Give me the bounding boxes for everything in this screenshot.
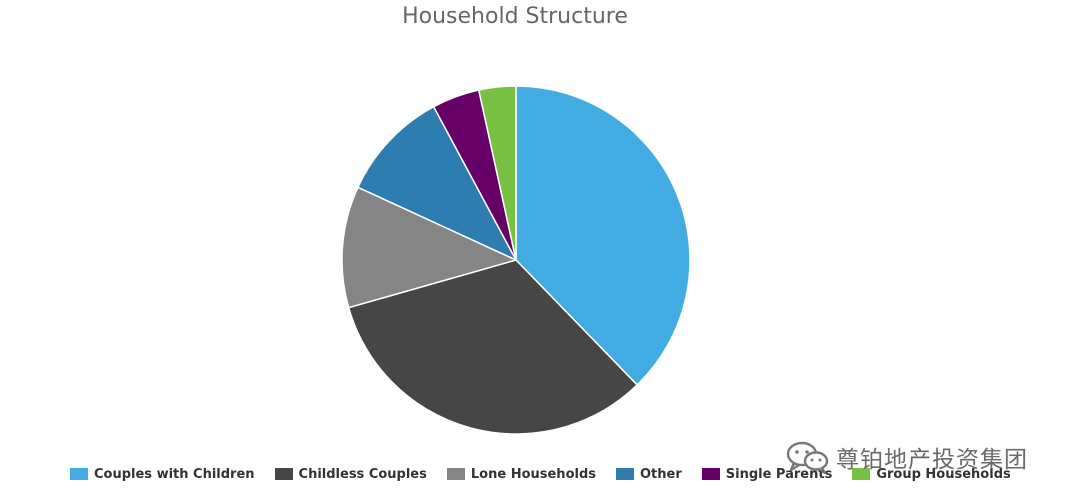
pie-slices [341,85,691,435]
legend-label: Group Households [876,466,1011,482]
legend-item-lone-households[interactable]: Lone Households [446,466,596,482]
legend-swatch [446,468,465,480]
legend-swatch [701,468,720,480]
legend-label: Single Parents [725,466,833,482]
legend-label: Other [640,466,682,482]
legend-swatch [616,468,634,480]
legend-item-other[interactable]: Other [616,467,682,482]
legend-swatch [70,468,88,480]
pie-slice-other[interactable] [357,105,517,261]
legend-item-childless-couples[interactable]: Childless Couples [274,466,427,482]
legend-label: Couples with Children [94,466,255,482]
legend-item-single-parents[interactable]: Single Parents [701,466,833,482]
legend-swatch [274,468,293,480]
pie-slice-childless-couples[interactable] [347,259,638,435]
chart-title: Household Structure [402,4,628,29]
watermark: 尊铂地产投资集团 [786,440,1028,474]
chart-legend: Couples with Children Childless Couples … [70,464,1031,484]
wechat-icon [786,441,829,474]
pie-slice-group-households[interactable] [478,85,517,261]
pie-slice-lone-households[interactable] [341,186,517,309]
legend-swatch [852,468,871,480]
legend-label: Lone Households [470,466,596,482]
pie-slice-couples-with-children[interactable] [515,85,691,386]
legend-item-couples-with-children[interactable]: Couples with Children [70,467,255,482]
legend-item-group-households[interactable]: Group Households [852,466,1011,482]
legend-label: Childless Couples [298,466,427,482]
watermark-text: 尊铂地产投资集团 [836,447,1028,473]
